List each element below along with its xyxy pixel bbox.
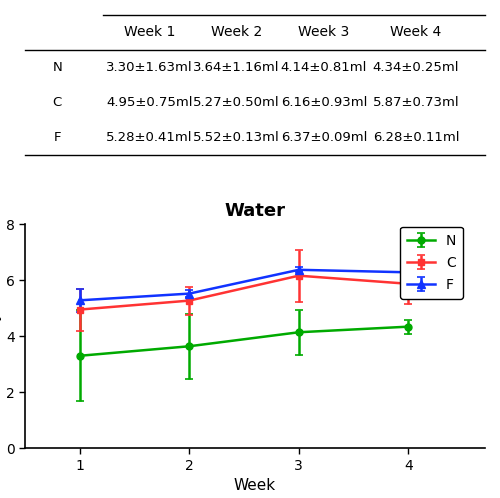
- Text: 5.87±0.73ml: 5.87±0.73ml: [372, 96, 460, 109]
- Text: 3.30±1.63ml: 3.30±1.63ml: [106, 61, 192, 74]
- Text: F: F: [54, 131, 61, 144]
- Text: C: C: [52, 96, 62, 109]
- Text: Week 4: Week 4: [390, 25, 442, 39]
- Text: 5.27±0.50ml: 5.27±0.50ml: [194, 96, 280, 109]
- X-axis label: Week: Week: [234, 478, 276, 493]
- Legend: N, C, F: N, C, F: [400, 227, 463, 299]
- Text: 3.64±1.16ml: 3.64±1.16ml: [194, 61, 280, 74]
- Text: 4.34±0.25ml: 4.34±0.25ml: [373, 61, 459, 74]
- Text: 5.28±0.41ml: 5.28±0.41ml: [106, 131, 192, 144]
- Text: Week 2: Week 2: [211, 25, 262, 39]
- Text: 5.52±0.13ml: 5.52±0.13ml: [193, 131, 280, 144]
- Title: Water: Water: [224, 202, 286, 220]
- Text: 6.16±0.93ml: 6.16±0.93ml: [281, 96, 367, 109]
- Text: 6.28±0.11ml: 6.28±0.11ml: [373, 131, 459, 144]
- Text: 6.37±0.09ml: 6.37±0.09ml: [281, 131, 367, 144]
- Text: N: N: [52, 61, 62, 74]
- Text: Week 3: Week 3: [298, 25, 350, 39]
- Text: 4.95±0.75ml: 4.95±0.75ml: [106, 96, 192, 109]
- Text: Week 1: Week 1: [124, 25, 175, 39]
- Text: 4.14±0.81ml: 4.14±0.81ml: [281, 61, 367, 74]
